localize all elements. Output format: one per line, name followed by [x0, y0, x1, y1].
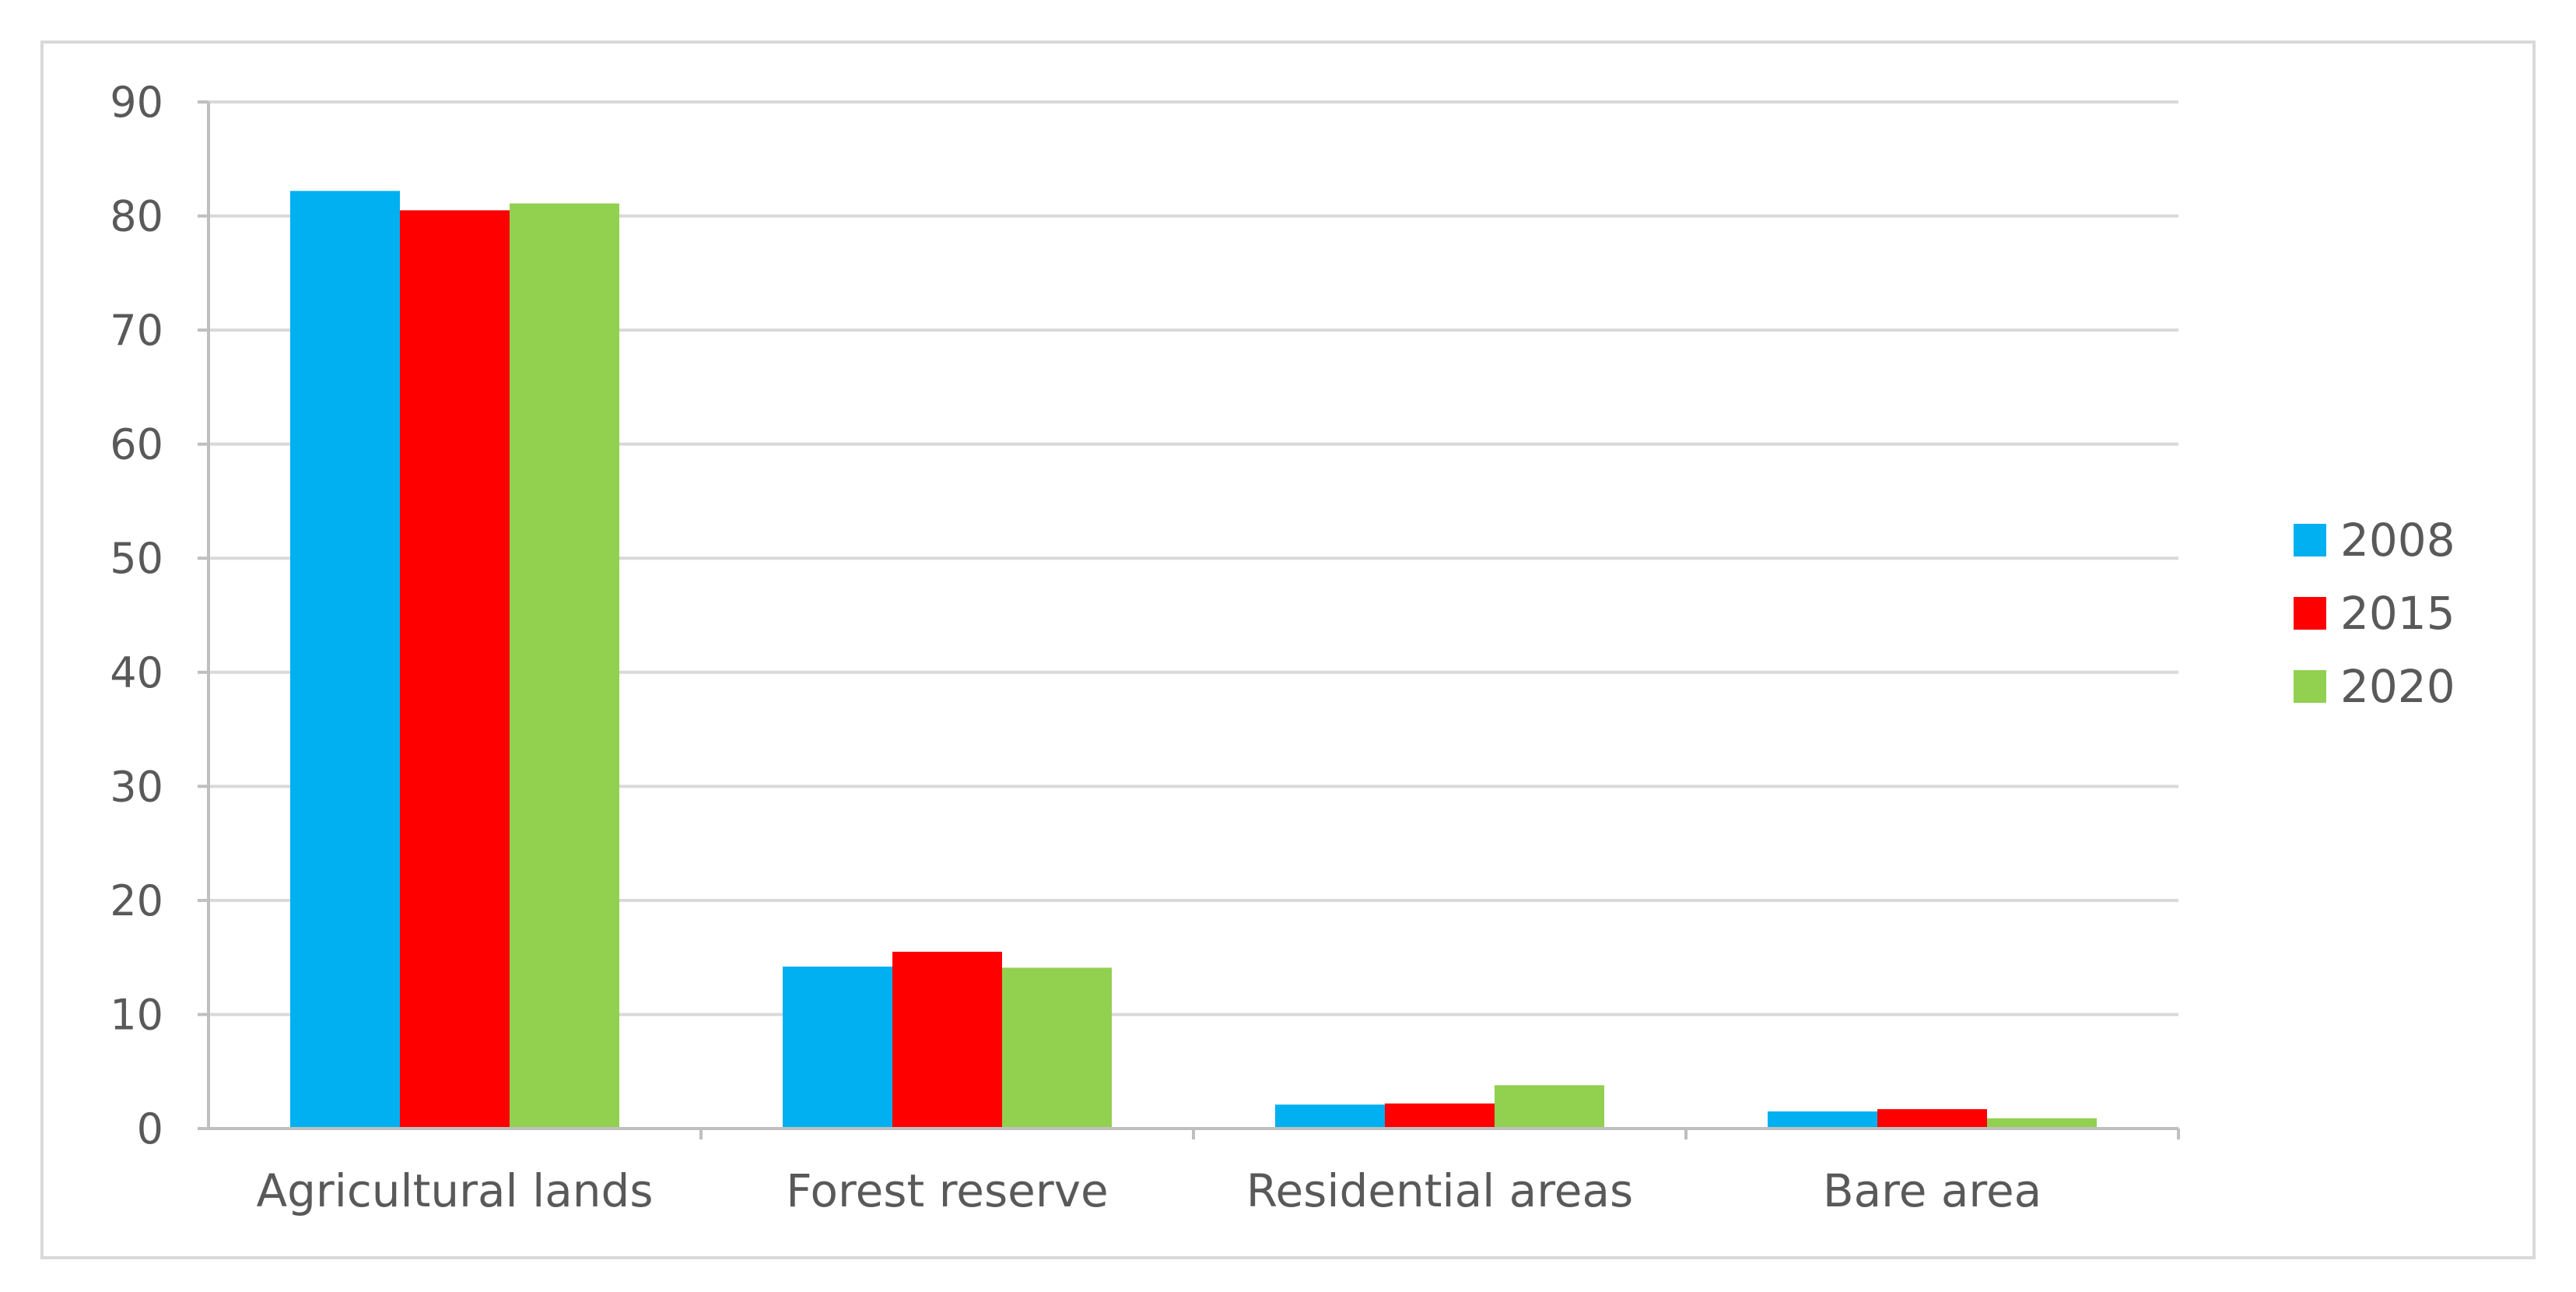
x-tick-labels: Agricultural lands Forest reserve Resident… — [256, 1164, 2042, 1217]
y-tick-label: 0 — [137, 1104, 163, 1153]
y-tick-label: 60 — [110, 420, 163, 469]
y-tick-label: 30 — [110, 762, 163, 811]
bar-2008-forest-reserve — [783, 966, 892, 1129]
legend-label: 2015 — [2340, 587, 2455, 640]
legend-label: 2020 — [2340, 660, 2455, 713]
bar-2008-agricultural-lands — [290, 191, 400, 1129]
y-tick-label: 20 — [110, 876, 163, 925]
x-tick-label: Bare area — [1823, 1164, 2042, 1217]
bar-2020-bare-area — [1987, 1118, 2097, 1129]
x-tick-label: Agricultural lands — [256, 1164, 653, 1217]
bar-2008-residential-areas — [1275, 1104, 1385, 1129]
y-tick-label: 50 — [110, 534, 163, 583]
bar-2008-bare-area — [1768, 1111, 1877, 1129]
bar-2015-residential-areas — [1385, 1103, 1495, 1129]
y-tick-label: 10 — [110, 990, 163, 1039]
y-tick-label: 80 — [110, 192, 163, 241]
bar-2020-residential-areas — [1495, 1085, 1604, 1129]
x-tick-label: Forest reserve — [786, 1164, 1108, 1217]
legend-swatch-2008 — [2294, 524, 2326, 556]
legend-swatch-2015 — [2294, 597, 2326, 630]
y-tick-label: 40 — [110, 648, 163, 697]
bars — [290, 191, 2097, 1129]
legend-label: 2008 — [2340, 514, 2455, 567]
legend-swatch-2020 — [2294, 670, 2326, 703]
bar-2015-forest-reserve — [892, 951, 1002, 1129]
bar-2020-forest-reserve — [1002, 967, 1112, 1129]
y-tick-label: 90 — [110, 78, 163, 127]
legend: 2008 2015 2020 — [2294, 514, 2455, 713]
bar-2015-bare-area — [1877, 1109, 1987, 1129]
y-tick-labels: 0 10 20 30 40 50 60 70 80 90 — [110, 78, 163, 1153]
x-tick-label: Residential areas — [1246, 1164, 1633, 1217]
y-tick-label: 70 — [110, 306, 163, 355]
bar-2020-agricultural-lands — [510, 203, 619, 1129]
bar-2015-agricultural-lands — [400, 210, 510, 1129]
axes — [198, 100, 2180, 1139]
